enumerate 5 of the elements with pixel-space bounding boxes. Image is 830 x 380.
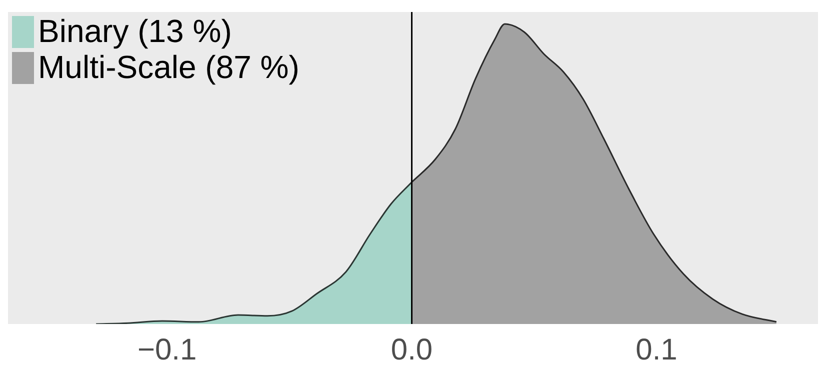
x-tick-label: 0.0 — [390, 333, 433, 366]
x-tick-label: 0.1 — [636, 333, 678, 366]
x-tick-label: −0.1 — [137, 333, 197, 366]
legend-label: Multi-Scale (87 %) — [38, 48, 300, 85]
legend-label: Binary (13 %) — [38, 12, 232, 49]
